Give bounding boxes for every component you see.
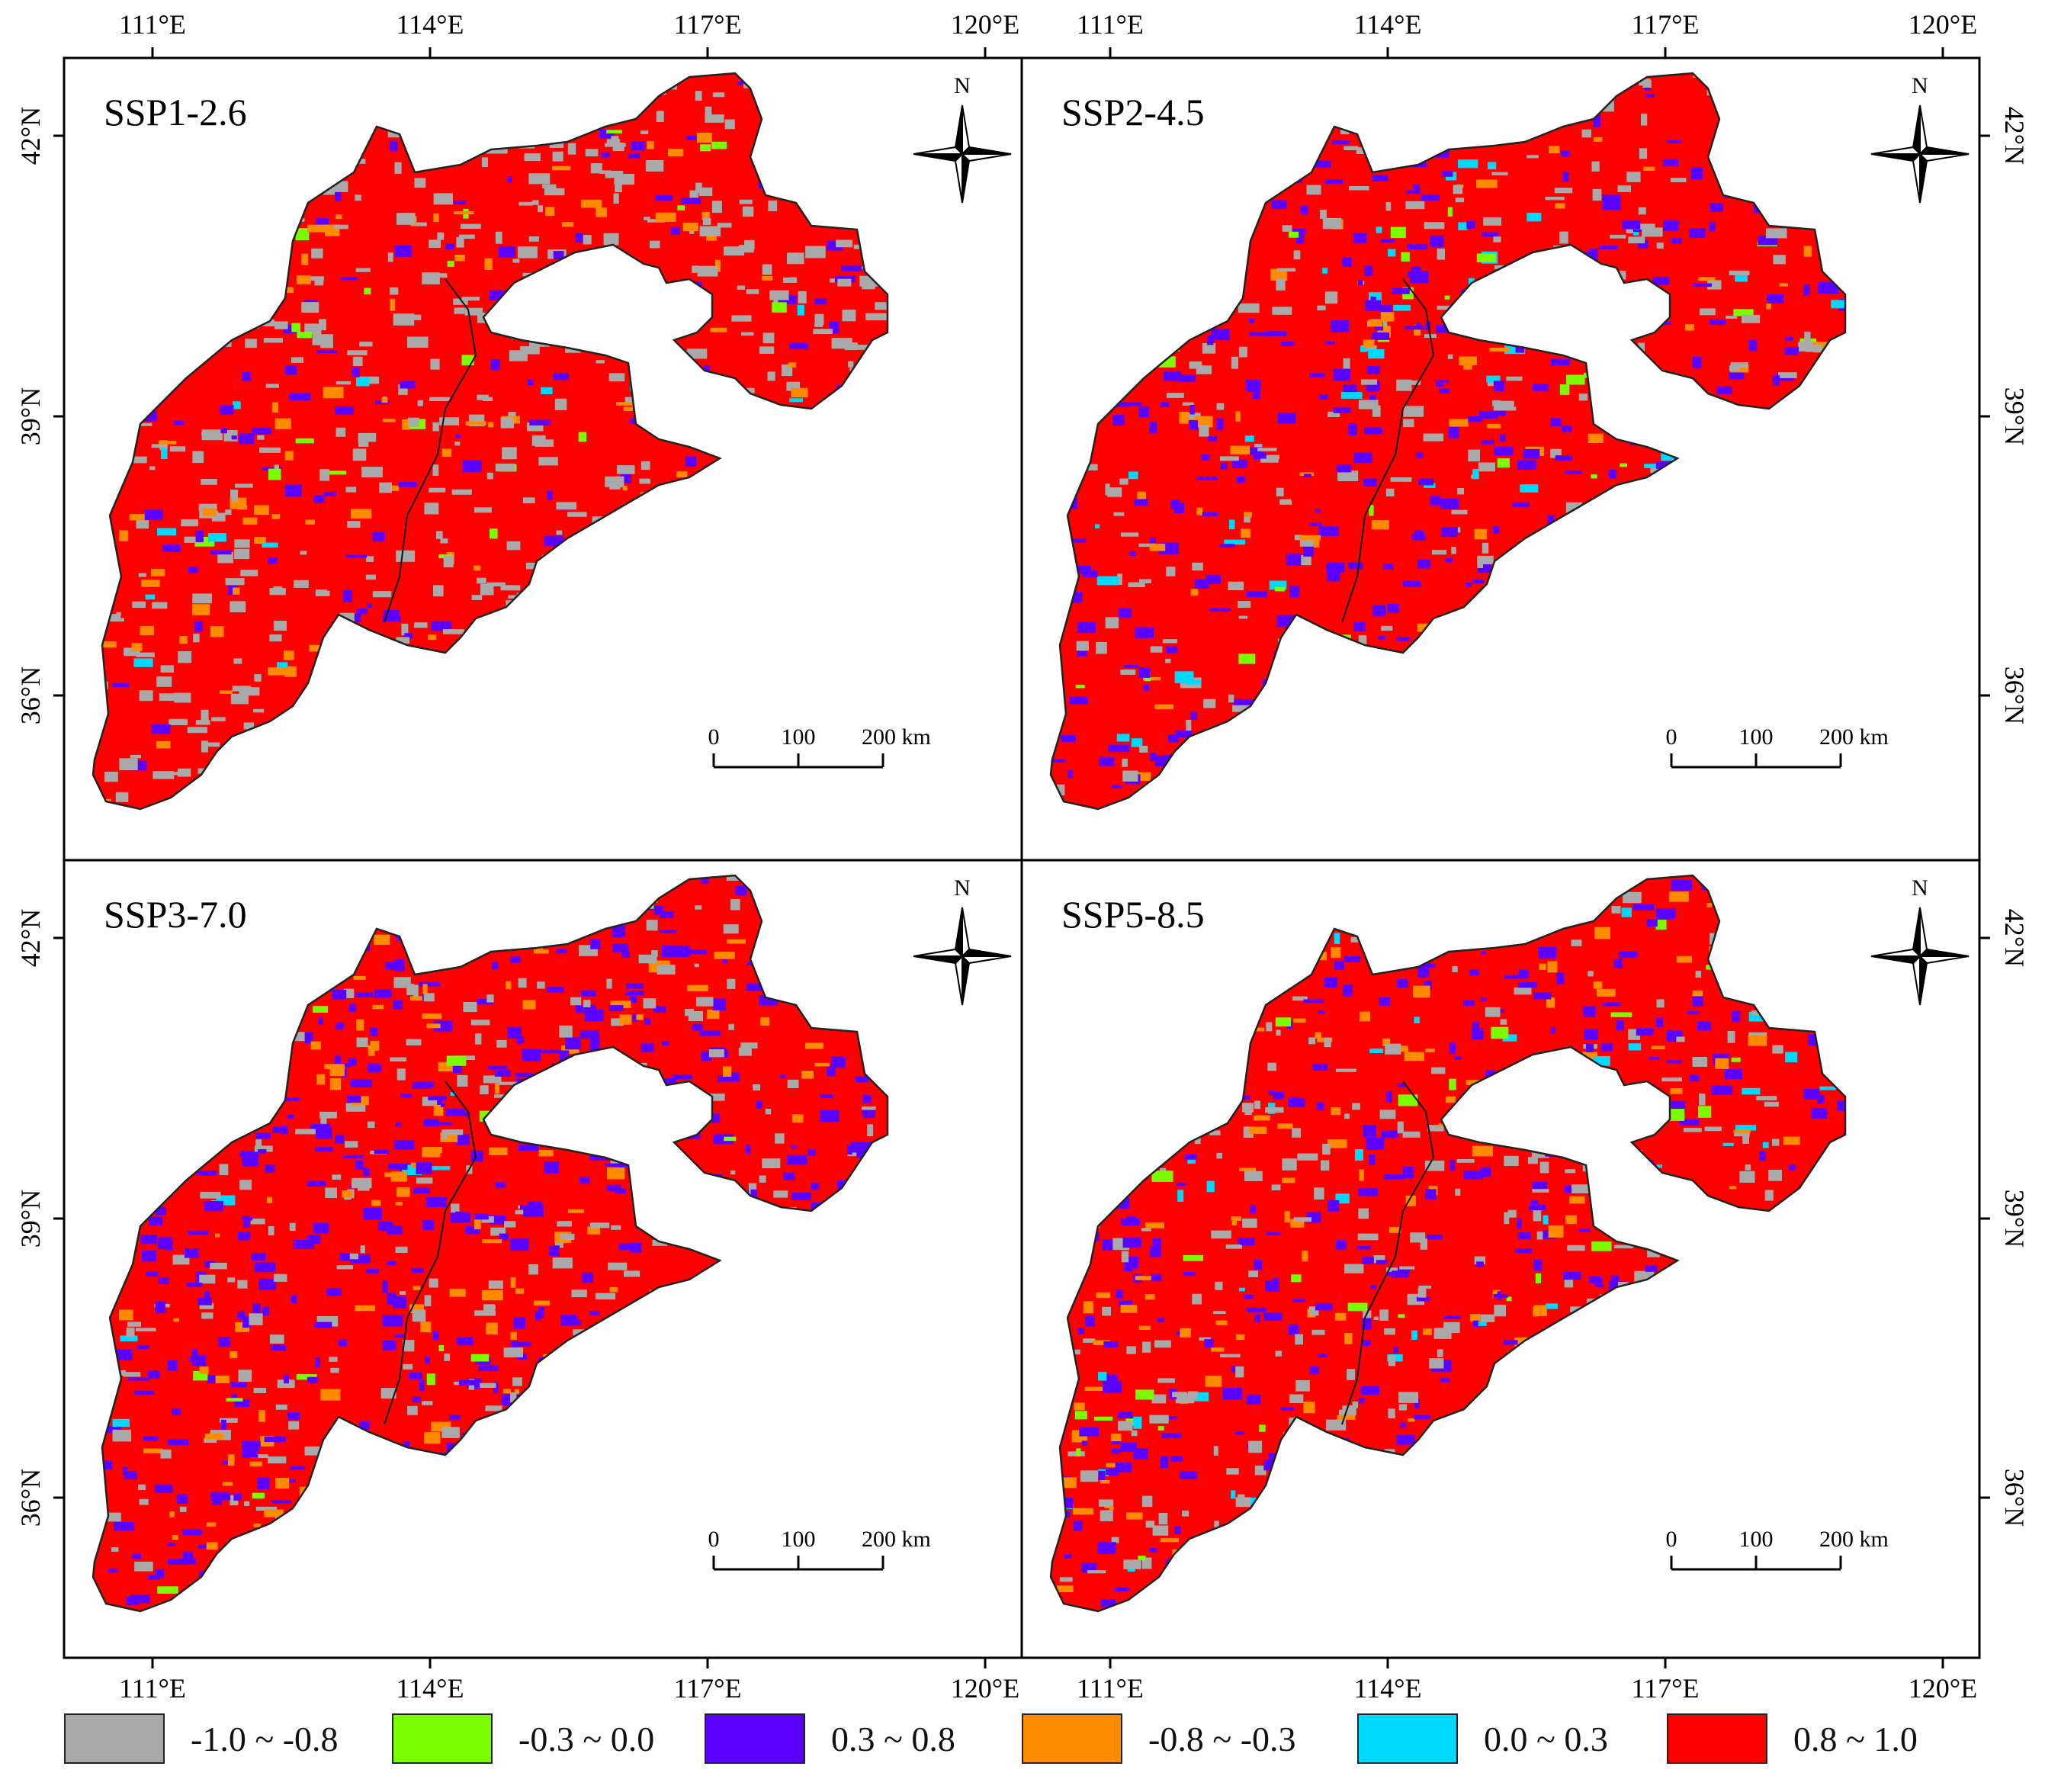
y-tick-label: 42°N — [1999, 107, 2030, 165]
x-axis-bottom: 111°E 114°E 117°E 120°E 111°E 114°E 117°… — [119, 1658, 1977, 1704]
province-boundary — [1341, 278, 1435, 623]
panel-ssp3: SSP3-7.0 N 0 100 200 km — [91, 874, 1012, 1613]
x-tick-label: 117°E — [1631, 9, 1699, 40]
north-label: N — [1912, 73, 1928, 98]
scale-bar: 0 100 200 km — [708, 724, 931, 769]
y-axis-left: 42°N 39°N 36°N 42°N 39°N 36°N — [15, 107, 64, 1527]
legend-item: 0.3 ~ 0.8 — [705, 1708, 955, 1769]
y-tick-label: 39°N — [15, 1190, 46, 1248]
y-tick-label: 36°N — [15, 1469, 46, 1527]
province-boundary — [1341, 1081, 1435, 1425]
legend-label: -0.3 ~ 0.0 — [518, 1719, 655, 1758]
legend-swatch — [64, 1713, 165, 1764]
north-label: N — [1912, 875, 1928, 901]
scale-label-0: 0 — [1666, 724, 1677, 750]
y-tick-label: 39°N — [1999, 387, 2030, 445]
legend-swatch — [1667, 1713, 1767, 1764]
scale-label-100: 100 — [782, 1527, 816, 1552]
panel-ssp2: SSP2-4.5 N 0 100 200 km — [1049, 72, 1970, 811]
x-tick-label: 111°E — [119, 1673, 186, 1704]
region-raster — [1051, 73, 1845, 809]
scale-bar: 0 100 200 km — [1666, 724, 1889, 769]
y-tick-label: 36°N — [1999, 1469, 2030, 1527]
scale-bar: 0 100 200 km — [708, 1527, 931, 1571]
region-raster — [93, 875, 888, 1611]
legend-label: 0.0 ~ 0.3 — [1484, 1719, 1608, 1758]
legend-item: -0.8 ~ -0.3 — [1022, 1708, 1296, 1769]
x-tick-label: 117°E — [673, 1673, 741, 1704]
x-tick-label: 120°E — [1909, 9, 1977, 40]
scale-label-100: 100 — [782, 724, 816, 750]
y-tick-label: 36°N — [15, 666, 46, 724]
x-axis-top: 111°E 114°E 117°E 120°E 111°E 114°E 117°… — [119, 9, 1977, 58]
y-tick-label: 39°N — [1999, 1190, 2030, 1248]
x-tick-label: 120°E — [1909, 1673, 1977, 1704]
x-tick-label: 114°E — [1353, 1673, 1421, 1704]
x-tick-label: 111°E — [119, 9, 186, 40]
x-tick-label: 111°E — [1077, 9, 1144, 40]
scale-label-200: 200 km — [1819, 1527, 1889, 1552]
y-tick-label: 36°N — [1999, 666, 2030, 724]
x-tick-label: 117°E — [673, 9, 741, 40]
scale-bar: 0 100 200 km — [1666, 1527, 1889, 1571]
y-tick-label: 39°N — [15, 387, 46, 445]
north-arrow: N — [1870, 73, 1970, 204]
legend-swatch — [1357, 1713, 1458, 1764]
north-label: N — [954, 875, 971, 901]
x-tick-label: 120°E — [951, 1673, 1019, 1704]
scale-label-200: 200 km — [862, 724, 931, 750]
y-tick-label: 42°N — [15, 909, 46, 967]
north-arrow: N — [913, 875, 1012, 1006]
y-tick-label: 42°N — [15, 107, 46, 165]
province-boundary — [384, 278, 477, 623]
north-label: N — [954, 73, 971, 98]
scale-label-0: 0 — [708, 724, 720, 750]
scale-label-100: 100 — [1739, 1527, 1774, 1552]
x-tick-label: 117°E — [1631, 1673, 1699, 1704]
legend-swatch — [1022, 1713, 1122, 1764]
x-tick-label: 114°E — [396, 9, 464, 40]
legend-swatch — [392, 1713, 493, 1764]
legend-label: -1.0 ~ -0.8 — [191, 1719, 339, 1758]
scale-label-200: 200 km — [1819, 724, 1889, 750]
panel-ssp1: SSP1-2.6 N 0 100 200 km — [91, 72, 1012, 811]
legend-item: 0.0 ~ 0.3 — [1357, 1708, 1608, 1769]
legend-item: 0.8 ~ 1.0 — [1667, 1708, 1918, 1769]
region-raster — [93, 73, 888, 809]
legend: -1.0 ~ -0.8 -0.3 ~ 0.0 0.3 ~ 0.8 -0.8 ~ … — [0, 1708, 2045, 1784]
province-boundary — [384, 1081, 477, 1425]
y-axis-right: 42°N 39°N 36°N 42°N 39°N 36°N — [1979, 107, 2030, 1527]
legend-label: 0.8 ~ 1.0 — [1793, 1719, 1918, 1758]
scale-label-0: 0 — [1666, 1527, 1677, 1552]
scale-label-100: 100 — [1739, 724, 1774, 750]
map-figure: SSP1-2.6 N 0 100 200 km SSP2-4.5 N — [15, 9, 2030, 1704]
x-tick-label: 114°E — [396, 1673, 464, 1704]
scale-label-0: 0 — [708, 1527, 720, 1552]
y-tick-label: 42°N — [1999, 909, 2030, 967]
panel-title: SSP2-4.5 — [1061, 91, 1205, 133]
region-raster — [1051, 875, 1845, 1611]
panel-title: SSP1-2.6 — [104, 91, 247, 133]
legend-swatch — [705, 1713, 805, 1764]
x-tick-label: 120°E — [951, 9, 1019, 40]
panel-ssp5: SSP5-8.5 N 0 100 200 km — [1049, 874, 1970, 1613]
scale-label-200: 200 km — [862, 1527, 931, 1552]
legend-label: 0.3 ~ 0.8 — [831, 1719, 955, 1758]
legend-item: -0.3 ~ 0.0 — [392, 1708, 654, 1769]
north-arrow: N — [1870, 875, 1970, 1006]
north-arrow: N — [913, 73, 1012, 204]
x-tick-label: 111°E — [1077, 1673, 1144, 1704]
panel-title: SSP5-8.5 — [1061, 893, 1205, 936]
legend-item: -1.0 ~ -0.8 — [64, 1708, 339, 1769]
panel-title: SSP3-7.0 — [104, 893, 247, 936]
x-tick-label: 114°E — [1353, 9, 1421, 40]
legend-label: -0.8 ~ -0.3 — [1148, 1719, 1296, 1758]
